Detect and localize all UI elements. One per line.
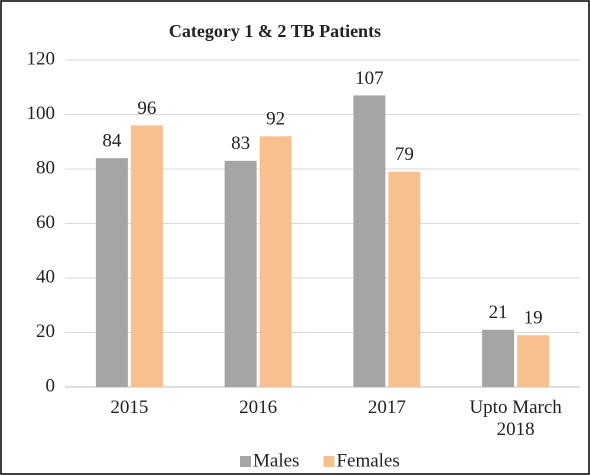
legend-swatch — [323, 456, 335, 467]
legend-label: Males — [253, 450, 299, 471]
data-label: 19 — [524, 308, 543, 329]
y-tick-label: 20 — [36, 321, 55, 342]
chart-title: Category 1 & 2 TB Patients — [169, 21, 381, 41]
data-label: 92 — [266, 109, 285, 130]
legend-swatch — [240, 456, 251, 467]
bar — [388, 171, 421, 387]
bar — [224, 160, 257, 387]
data-label: 21 — [489, 302, 508, 323]
bar — [482, 329, 515, 387]
y-tick-label: 100 — [27, 103, 56, 124]
y-tick-label: 120 — [27, 48, 56, 69]
data-label: 83 — [231, 133, 250, 154]
y-tick-label: 80 — [36, 157, 55, 178]
bar — [353, 95, 386, 388]
x-tick-label: Upto March 2018 — [469, 397, 562, 440]
data-label: 96 — [137, 98, 156, 119]
y-tick-label: 60 — [36, 212, 55, 233]
bar — [130, 125, 163, 388]
x-tick-label: 2016 — [239, 397, 278, 418]
bar — [259, 136, 292, 387]
data-label: 79 — [395, 144, 414, 165]
bar — [95, 158, 128, 387]
legend-label: Females — [336, 450, 399, 471]
y-tick-label: 0 — [46, 375, 56, 396]
data-label: 84 — [102, 130, 122, 151]
x-tick-label: 2017 — [367, 397, 406, 418]
bar — [517, 335, 550, 387]
y-tick-label: 40 — [36, 266, 55, 287]
x-tick-label: 2015 — [110, 397, 149, 418]
data-label: 107 — [355, 68, 384, 89]
